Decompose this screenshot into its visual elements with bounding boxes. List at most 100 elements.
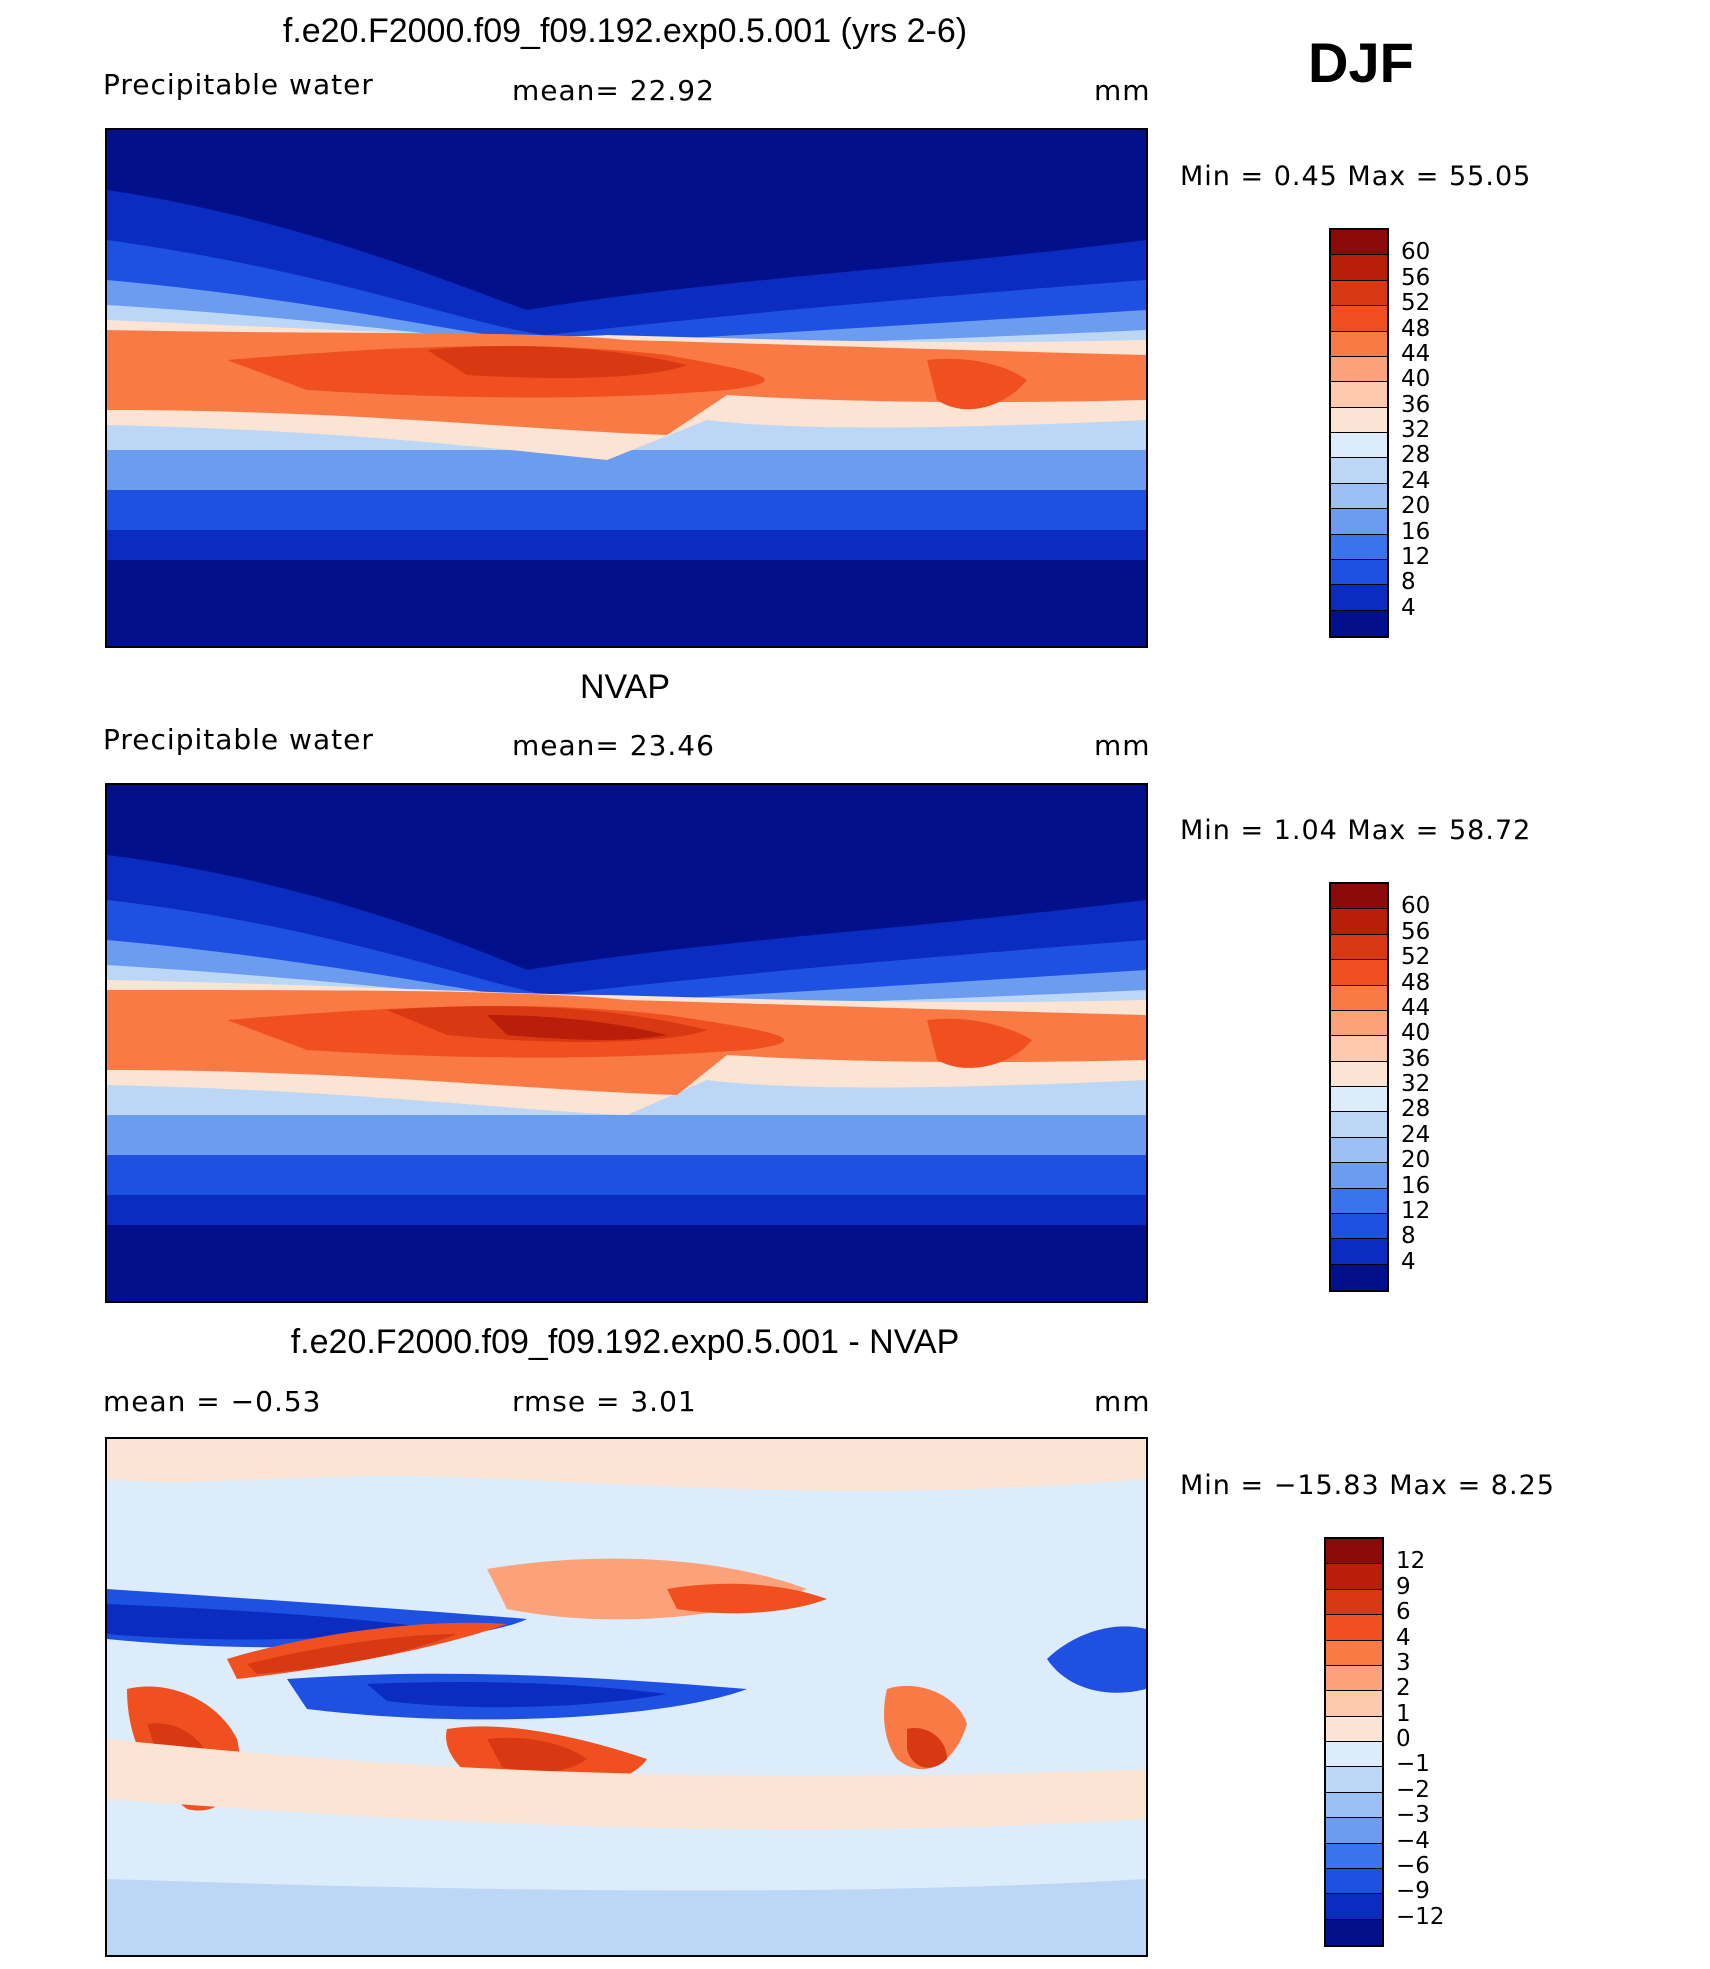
- colorbar-tick-label: 16: [1401, 1172, 1431, 1199]
- colorbar-segment: [1326, 1539, 1382, 1565]
- colorbar-tick-label: 8: [1401, 569, 1416, 596]
- panel-3-min-max: Min = −15.83 Max = 8.25: [1180, 1470, 1555, 1501]
- colorbar-segment: [1326, 1894, 1382, 1920]
- panel-1-min-max: Min = 0.45 Max = 55.05: [1180, 161, 1532, 192]
- colorbar-segment: [1331, 1137, 1387, 1164]
- colorbar-segment: [1331, 255, 1387, 281]
- panel-1-units-label: mm: [1094, 74, 1151, 107]
- colorbar-tick-label: 52: [1401, 944, 1431, 971]
- colorbar-tick-label: 8: [1401, 1223, 1416, 1250]
- colorbar-tick-label: 0: [1396, 1726, 1411, 1752]
- colorbar-segment: [1326, 1843, 1382, 1869]
- panel-2-units-label: mm: [1094, 729, 1151, 762]
- colorbar-tick-label: −3: [1396, 1802, 1430, 1829]
- colorbar-segment: [1331, 934, 1387, 961]
- colorbar-tick-label: 3: [1396, 1649, 1411, 1676]
- colorbar-tick-label: 12: [1401, 1197, 1431, 1224]
- colorbar-segment: [1331, 1213, 1387, 1240]
- colorbar-tick-label: 2: [1396, 1675, 1411, 1702]
- colorbar-tick-label: 28: [1401, 442, 1431, 469]
- colorbar-segment: [1331, 509, 1387, 535]
- colorbar-tick-label: 40: [1401, 366, 1431, 393]
- panel-3-title: f.e20.F2000.f09_f09.192.exp0.5.001 - NVA…: [290, 1323, 960, 1361]
- colorbar-segment: [1326, 1919, 1382, 1945]
- colorbar-segment: [1326, 1564, 1382, 1590]
- colorbar-tick-label: 12: [1396, 1548, 1426, 1575]
- colorbar-segment: [1331, 1036, 1387, 1062]
- colorbar-segment: [1326, 1640, 1382, 1666]
- colorbar-tick-label: 28: [1401, 1096, 1431, 1123]
- colorbar-segment: [1326, 1742, 1382, 1768]
- colorbar-segment: [1331, 610, 1387, 636]
- panel-3-colorbar: [1324, 1537, 1384, 1947]
- colorbar-tick-label: 9: [1396, 1573, 1411, 1600]
- colorbar-segment: [1331, 458, 1387, 484]
- colorbar-tick-label: 56: [1401, 264, 1431, 291]
- colorbar-segment: [1331, 559, 1387, 586]
- colorbar-tick-label: 32: [1401, 1071, 1431, 1097]
- colorbar-segment: [1331, 1010, 1387, 1037]
- colorbar-tick-label: 32: [1401, 417, 1431, 443]
- panel-2-min-max: Min = 1.04 Max = 58.72: [1180, 815, 1532, 846]
- panel-2-title: NVAP: [579, 668, 671, 706]
- colorbar-tick-label: 40: [1401, 1020, 1431, 1047]
- colorbar-segment: [1331, 534, 1387, 560]
- colorbar-segment: [1326, 1716, 1382, 1742]
- colorbar-segment: [1331, 1163, 1387, 1189]
- panel-1-variable-label: Precipitable water: [103, 68, 374, 101]
- colorbar-tick-label: −4: [1396, 1827, 1430, 1854]
- colorbar-tick-label: 36: [1401, 1045, 1431, 1072]
- colorbar-tick-label: 16: [1401, 518, 1431, 545]
- colorbar-tick-label: −9: [1396, 1878, 1430, 1905]
- colorbar-tick-label: 24: [1401, 1121, 1431, 1148]
- colorbar-tick-label: 24: [1401, 467, 1431, 494]
- colorbar-segment: [1326, 1792, 1382, 1819]
- colorbar-segment: [1331, 280, 1387, 307]
- colorbar-segment: [1331, 960, 1387, 986]
- colorbar-segment: [1331, 331, 1387, 357]
- colorbar-tick-label: 44: [1401, 994, 1431, 1021]
- panel-3-map-field: [107, 1439, 1146, 1955]
- colorbar-tick-label: 12: [1401, 543, 1431, 570]
- colorbar-tick-label: 20: [1401, 1147, 1431, 1174]
- colorbar-segment: [1331, 483, 1387, 510]
- colorbar-segment: [1331, 306, 1387, 332]
- colorbar-tick-label: 48: [1401, 315, 1431, 342]
- panel-3-units-label: mm: [1094, 1385, 1151, 1418]
- colorbar-tick-label: 52: [1401, 290, 1431, 317]
- colorbar-tick-label: 20: [1401, 493, 1431, 520]
- colorbar-tick-label: 60: [1401, 239, 1431, 266]
- panel-2-colorbar: [1329, 882, 1389, 1292]
- colorbar-segment: [1326, 1818, 1382, 1844]
- colorbar-tick-label: 44: [1401, 340, 1431, 367]
- colorbar-segment: [1326, 1589, 1382, 1616]
- colorbar-segment: [1331, 1239, 1387, 1265]
- colorbar-segment: [1331, 585, 1387, 611]
- panel-3-map: [105, 1437, 1148, 1957]
- colorbar-segment: [1331, 1112, 1387, 1138]
- panel-2-variable-label: Precipitable water: [103, 723, 374, 756]
- colorbar-segment: [1331, 1264, 1387, 1290]
- colorbar-segment: [1326, 1691, 1382, 1717]
- colorbar-tick-label: −6: [1396, 1852, 1430, 1879]
- panel-1-map: [105, 128, 1148, 648]
- colorbar-tick-label: 48: [1401, 969, 1431, 996]
- colorbar-tick-label: −1: [1396, 1751, 1430, 1778]
- panel-1-title: f.e20.F2000.f09_f09.192.exp0.5.001 (yrs …: [282, 12, 968, 50]
- colorbar-segment: [1331, 909, 1387, 935]
- panel-2-map-field: [107, 785, 1146, 1301]
- colorbar-segment: [1331, 1061, 1387, 1087]
- colorbar-segment: [1326, 1665, 1382, 1692]
- colorbar-tick-label: 1: [1396, 1700, 1411, 1727]
- colorbar-tick-label: 6: [1396, 1599, 1411, 1626]
- colorbar-segment: [1331, 407, 1387, 433]
- colorbar-segment: [1331, 230, 1387, 256]
- colorbar-segment: [1331, 382, 1387, 408]
- colorbar-segment: [1331, 433, 1387, 459]
- colorbar-segment: [1331, 1188, 1387, 1214]
- colorbar-tick-label: 36: [1401, 391, 1431, 418]
- panel-3-mean-label: mean = −0.53: [103, 1385, 322, 1418]
- colorbar-segment: [1331, 884, 1387, 910]
- season-label: DJF: [1308, 31, 1414, 94]
- panel-2-map: [105, 783, 1148, 1303]
